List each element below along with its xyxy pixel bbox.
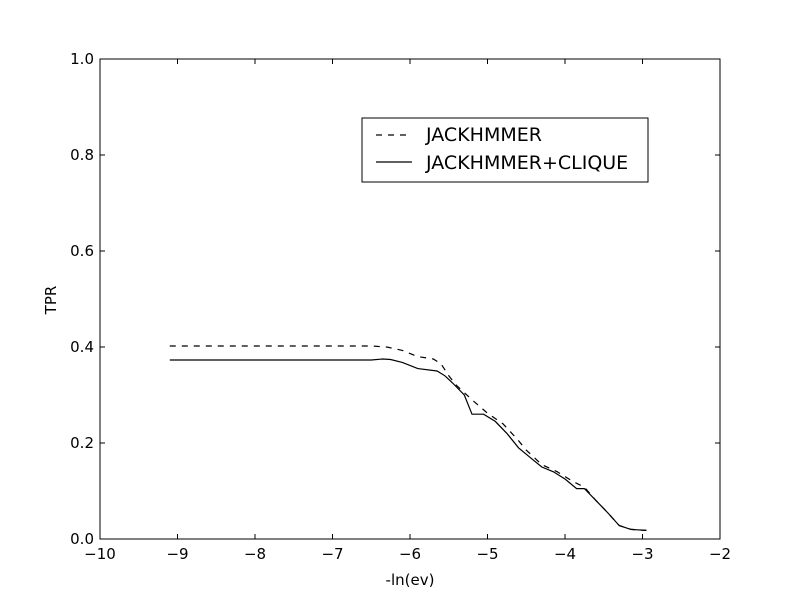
y-tick-label: 0.6 [70, 242, 94, 260]
legend: JACKHMMER JACKHMMER+CLIQUE [361, 117, 649, 183]
y-tick-label: 0.2 [70, 434, 94, 452]
y-tick-label: 0.4 [70, 338, 94, 356]
x-tick-label: −3 [631, 545, 653, 563]
x-tick-label: −5 [476, 545, 498, 563]
x-tick-label: −4 [554, 545, 576, 563]
y-tick-label: 0.8 [70, 146, 94, 164]
y-tick-label: 0.0 [70, 530, 94, 548]
x-tick-label: −9 [166, 545, 188, 563]
legend-box [361, 117, 649, 183]
series-line-jackhmmer [169, 345, 647, 531]
axis-ticks: −10 −9 −8 −7 −6 −5 −4 −3 −2 0.0 0.2 0.4 0.6 0.8 1.0 [70, 50, 731, 563]
x-tick-label: −2 [709, 545, 731, 563]
y-axis-label: TPR [42, 286, 60, 316]
x-tick-label: −8 [244, 545, 266, 563]
x-axis-label: -ln(ev) [386, 571, 435, 589]
x-tick-label: −10 [84, 545, 116, 563]
legend-label-jackhmmer: JACKHMMER [425, 124, 542, 146]
y-tick-label: 1.0 [70, 50, 94, 68]
series-lines [169, 345, 647, 531]
x-tick-label: −7 [321, 545, 343, 563]
x-tick-label: −6 [399, 545, 421, 563]
series-line-jackhmmer-clique [169, 358, 647, 531]
legend-label-jackhmmer-clique: JACKHMMER+CLIQUE [425, 152, 628, 174]
